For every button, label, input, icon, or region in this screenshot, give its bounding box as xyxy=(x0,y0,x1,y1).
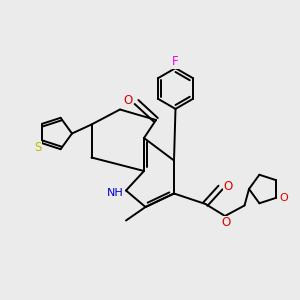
Text: S: S xyxy=(34,141,41,154)
Text: O: O xyxy=(279,193,288,203)
Text: O: O xyxy=(123,94,132,107)
Text: O: O xyxy=(222,216,231,229)
Text: F: F xyxy=(172,55,179,68)
Text: NH: NH xyxy=(107,188,124,199)
Text: O: O xyxy=(224,179,232,193)
